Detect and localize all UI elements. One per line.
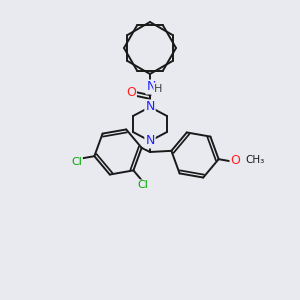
Text: N: N (146, 80, 156, 94)
Text: N: N (145, 100, 155, 113)
Text: O: O (230, 154, 240, 167)
Text: Cl: Cl (137, 180, 148, 190)
Text: CH₃: CH₃ (245, 155, 265, 165)
Text: Cl: Cl (71, 158, 82, 167)
Text: O: O (126, 86, 136, 100)
Text: N: N (145, 134, 155, 148)
Text: H: H (154, 83, 163, 94)
